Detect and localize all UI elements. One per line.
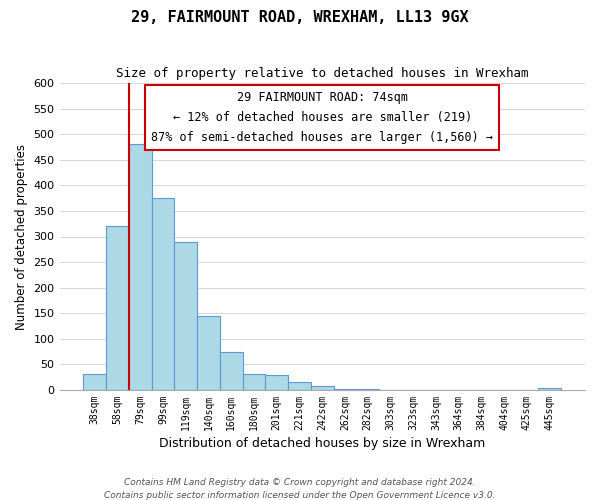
X-axis label: Distribution of detached houses by size in Wrexham: Distribution of detached houses by size … xyxy=(159,437,485,450)
Bar xyxy=(152,198,175,390)
Bar xyxy=(106,226,129,390)
Bar xyxy=(288,382,311,390)
Bar xyxy=(538,388,561,390)
Bar xyxy=(175,242,197,390)
Bar xyxy=(83,374,106,390)
Title: Size of property relative to detached houses in Wrexham: Size of property relative to detached ho… xyxy=(116,68,529,80)
Text: 29 FAIRMOUNT ROAD: 74sqm
← 12% of detached houses are smaller (219)
87% of semi-: 29 FAIRMOUNT ROAD: 74sqm ← 12% of detach… xyxy=(151,90,493,144)
Bar xyxy=(220,352,242,390)
Text: 29, FAIRMOUNT ROAD, WREXHAM, LL13 9GX: 29, FAIRMOUNT ROAD, WREXHAM, LL13 9GX xyxy=(131,10,469,25)
Bar xyxy=(242,374,265,390)
Bar xyxy=(129,144,152,390)
Text: Contains HM Land Registry data © Crown copyright and database right 2024.
Contai: Contains HM Land Registry data © Crown c… xyxy=(104,478,496,500)
Y-axis label: Number of detached properties: Number of detached properties xyxy=(15,144,28,330)
Bar xyxy=(265,374,288,390)
Bar xyxy=(197,316,220,390)
Bar xyxy=(311,386,334,390)
Bar xyxy=(334,389,356,390)
